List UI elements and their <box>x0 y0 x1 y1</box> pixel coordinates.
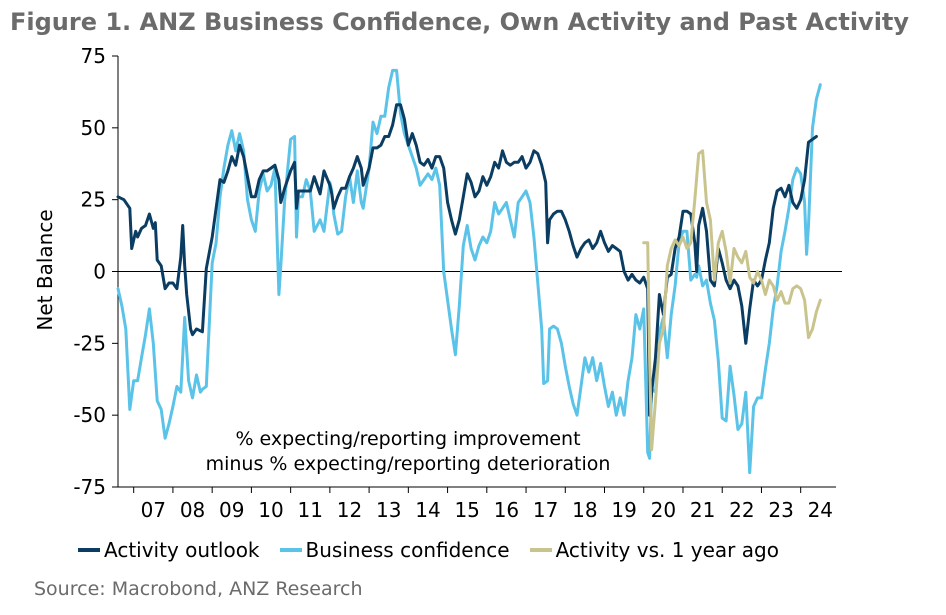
legend-item-activity-past: Activity vs. 1 year ago <box>529 538 779 562</box>
x-tick-label: 20 <box>651 498 676 522</box>
y-tick-label: -25 <box>73 331 106 355</box>
x-tick-label: 17 <box>533 498 558 522</box>
x-tick-label: 13 <box>376 498 401 522</box>
x-tick-label: 22 <box>729 498 754 522</box>
y-tick-label: 50 <box>81 116 106 140</box>
y-tick-label: -50 <box>73 403 106 427</box>
x-tick-label: 21 <box>690 498 715 522</box>
y-axis-label: Net Balance <box>33 209 57 330</box>
chart-legend: Activity outlook Business confidence Act… <box>78 538 779 562</box>
series-line-activity-past <box>642 149 822 452</box>
chart-title: Figure 1. ANZ Business Confidence, Own A… <box>10 8 910 36</box>
x-tick-label: 08 <box>180 498 205 522</box>
y-tick-label: 75 <box>81 44 106 68</box>
legend-label-activity-past: Activity vs. 1 year ago <box>555 538 779 562</box>
x-tick-label: 16 <box>494 498 519 522</box>
series-line-activity-outlook <box>116 103 818 417</box>
x-tick-label: 15 <box>454 498 479 522</box>
x-tick-label: 14 <box>415 498 440 522</box>
source-note: Source: Macrobond, ANZ Research <box>34 578 363 600</box>
x-tick-label: 23 <box>768 498 793 522</box>
x-tick-label: 07 <box>141 498 166 522</box>
annotation-line-1: % expecting/reporting improvement <box>235 428 580 450</box>
y-tick-label: -75 <box>73 475 106 499</box>
legend-label-business-confidence: Business confidence <box>305 538 510 562</box>
annotation-line-2: minus % expecting/reporting deterioratio… <box>206 453 611 475</box>
legend-swatch-activity-outlook <box>78 548 100 552</box>
legend-item-business-confidence: Business confidence <box>279 538 510 562</box>
x-tick-label: 10 <box>258 498 283 522</box>
x-tick-label: 18 <box>572 498 597 522</box>
series-line-business-confidence <box>116 68 822 475</box>
x-tick-label: 09 <box>219 498 244 522</box>
x-tick-label: 19 <box>611 498 636 522</box>
legend-label-activity-outlook: Activity outlook <box>104 538 260 562</box>
x-tick-label: 12 <box>337 498 362 522</box>
x-tick-label: 11 <box>298 498 323 522</box>
y-tick-label: 0 <box>93 260 106 284</box>
series-layer <box>116 68 822 475</box>
legend-swatch-business-confidence <box>279 548 302 552</box>
legend-item-activity-outlook: Activity outlook <box>78 538 260 562</box>
legend-swatch-activity-past <box>529 548 552 552</box>
y-tick-label: 25 <box>81 188 106 212</box>
axes-layer: 75 50 25 0 -25 -50 -75 07 08 09 10 11 12 13 14 15 16 17 18… <box>73 44 842 522</box>
x-tick-label: 24 <box>808 498 833 522</box>
